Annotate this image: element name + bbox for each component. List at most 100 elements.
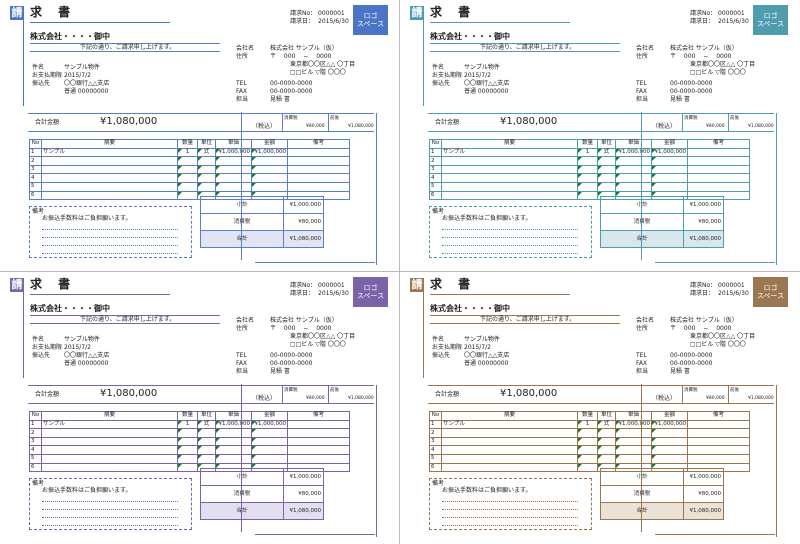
- tax-included-note: （税込）: [652, 395, 677, 402]
- table-cell: [651, 428, 688, 438]
- cell-text: 3: [431, 438, 435, 445]
- address-line1: 東京都〇〇区△△ 〇丁目: [290, 61, 356, 68]
- invoice-title: 求 書: [430, 5, 477, 19]
- table-cell: [287, 181, 350, 192]
- table-row: 5: [29, 181, 350, 192]
- input-marker-icon: [216, 463, 220, 468]
- table-cell: [687, 147, 750, 158]
- cell-text: ¥1,000,000: [654, 420, 687, 427]
- grid-divider-horizontal: [0, 271, 800, 272]
- input-marker-icon: [652, 429, 656, 434]
- table-cell: [597, 156, 616, 166]
- cell-text: 6: [431, 191, 435, 198]
- customer-name: 株式会社・・・・御中: [430, 32, 510, 41]
- remarks-dotted-line: [42, 501, 178, 502]
- table-cell: 1: [429, 147, 442, 158]
- table-cell: ¥1,000,000: [251, 147, 288, 158]
- title-underline: [430, 294, 570, 295]
- subject-label: 件名: [32, 64, 45, 71]
- tax-label: 消費税: [200, 213, 284, 231]
- table-cell: サンプル: [41, 147, 178, 158]
- input-marker-icon: [598, 157, 602, 162]
- column-header: 単位: [197, 139, 216, 149]
- tax-label: 消費税: [600, 485, 684, 503]
- summary-shipping-value: ¥1,080,000: [348, 124, 374, 129]
- right-accent-line: [641, 384, 642, 532]
- subtotal-value: ¥1,000,000: [683, 196, 724, 214]
- bank-label: 振込先: [432, 352, 451, 359]
- cell-text: 4: [431, 174, 435, 181]
- company-label: 会社名: [236, 45, 255, 52]
- input-marker-icon: [178, 191, 182, 196]
- column-header: 単価: [615, 411, 652, 421]
- invoice-title: 求 書: [30, 5, 77, 19]
- table-cell: 4: [429, 445, 442, 455]
- summary-tax-value: ¥80,000: [706, 396, 725, 401]
- input-marker-icon: [252, 437, 256, 442]
- table-cell: サンプル: [441, 147, 578, 158]
- logo-space: ロゴ スペース: [353, 5, 388, 35]
- table-cell: [651, 445, 688, 455]
- company-value: 株式会社 サンプル（仮）: [270, 317, 338, 324]
- input-marker-icon: [252, 182, 256, 187]
- cell-text: 式: [203, 148, 210, 155]
- table-cell: [615, 173, 652, 183]
- cell-text: 1: [431, 420, 435, 427]
- table-cell: 3: [29, 436, 42, 447]
- table-cell: [177, 462, 198, 473]
- invoice-sheet-brown: 請 求 書 ロゴ スペース 請求No： 0000001 請求日： 2015/6/…: [400, 272, 800, 544]
- total-amount: ¥1,080,000: [100, 388, 158, 399]
- input-marker-icon: [198, 174, 202, 179]
- column-header: No: [29, 139, 42, 149]
- table-cell: [41, 428, 178, 438]
- subtotal-label: 小計: [600, 468, 684, 486]
- tel-label: TEL: [636, 352, 647, 359]
- summary-tax-label: 消費税: [284, 116, 298, 121]
- table-cell: [441, 453, 578, 464]
- input-marker-icon: [178, 174, 182, 179]
- table-cell: [215, 164, 252, 175]
- cell-text: 6: [431, 463, 435, 470]
- input-marker-icon: [578, 191, 582, 196]
- customer-underline: [30, 315, 220, 316]
- input-marker-icon: [616, 148, 620, 153]
- subtotal-row: 小計 ¥1,000,000: [600, 196, 724, 214]
- table-cell: 1: [29, 419, 42, 430]
- cell-text: 3: [431, 166, 435, 173]
- grand-total-row: 合計 ¥1,080,000: [600, 502, 724, 520]
- account-value: 普通 00000000: [464, 360, 509, 367]
- table-cell: [687, 156, 750, 166]
- input-marker-icon: [252, 454, 256, 459]
- due-label: お支払期限: [32, 72, 63, 79]
- subtotal-row: 小計 ¥1,000,000: [200, 468, 324, 486]
- table-cell: 2: [29, 428, 42, 438]
- subject-label: 件名: [432, 336, 445, 343]
- table-cell: [615, 164, 652, 175]
- table-cell: 3: [429, 164, 442, 175]
- input-marker-icon: [252, 148, 256, 153]
- cell-text: 5: [431, 455, 435, 462]
- company-value: 株式会社 サンプル（仮）: [270, 45, 338, 52]
- invoice-no: 0000001: [318, 282, 345, 289]
- fax-label: FAX: [636, 88, 648, 95]
- table-cell: [41, 436, 178, 447]
- table-cell: 4: [29, 445, 42, 455]
- input-marker-icon: [598, 429, 602, 434]
- input-marker-icon: [578, 165, 582, 170]
- cell-text: 2: [431, 157, 435, 164]
- table-row: 3: [29, 436, 350, 447]
- input-marker-icon: [216, 429, 220, 434]
- cell-text: 6: [31, 463, 35, 470]
- input-marker-icon: [216, 148, 220, 153]
- input-marker-icon: [616, 429, 620, 434]
- table-row: 3: [29, 164, 350, 175]
- table-cell: [177, 156, 198, 166]
- address-line1: 東京都〇〇区△△ 〇丁目: [690, 333, 756, 340]
- column-header: 単位: [597, 411, 616, 421]
- subject-value: サンプル物件: [64, 64, 100, 71]
- table-row: 4: [429, 445, 750, 455]
- input-marker-icon: [178, 463, 182, 468]
- input-marker-icon: [252, 165, 256, 170]
- table-cell: [577, 190, 598, 201]
- invoice-sheet-blue: 請 求 書 ロゴ スペース 請求No： 0000001 請求日： 2015/6/…: [0, 0, 400, 272]
